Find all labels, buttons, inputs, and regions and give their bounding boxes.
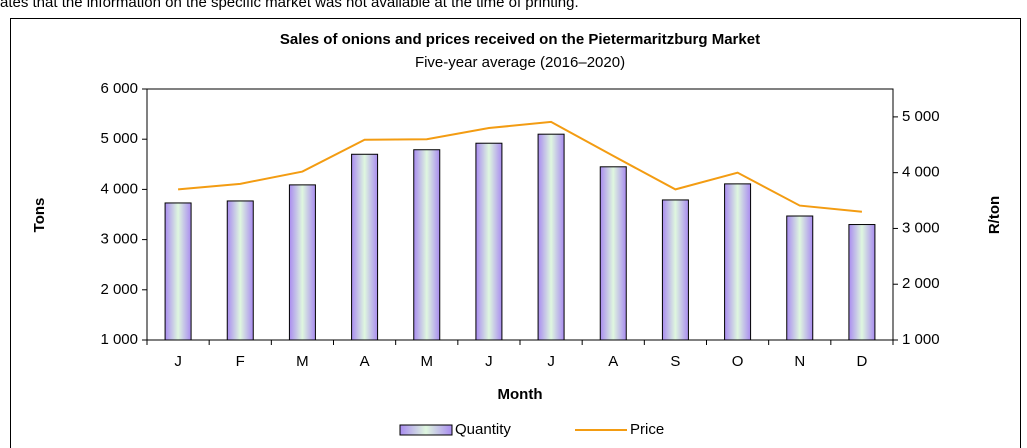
legend-swatch: [399, 424, 453, 436]
x-tick-label: F: [236, 353, 245, 370]
bar: [599, 166, 627, 341]
y-tick-label: 2 000: [100, 281, 138, 298]
bar: [288, 184, 316, 341]
bar: [351, 153, 379, 341]
x-tick-label: M: [296, 353, 309, 370]
x-tick-label: A: [360, 353, 370, 370]
x-tick-label: J: [485, 353, 493, 370]
y-tick-label: 4 000: [100, 180, 138, 197]
chart-frame: [10, 18, 1021, 448]
y-tick-label: 1 000: [100, 331, 138, 348]
y2-tick-label: 5 000: [902, 108, 940, 125]
x-tick-label: J: [547, 353, 555, 370]
y-axis-label: Tons: [31, 198, 48, 233]
legend-label: Quantity: [455, 421, 511, 438]
bar: [786, 215, 814, 341]
x-tick-label: M: [421, 353, 434, 370]
bar: [226, 200, 254, 341]
y-tick-label: 6 000: [100, 80, 138, 97]
x-tick-label: N: [794, 353, 805, 370]
bar: [848, 224, 876, 341]
y-tick-label: 3 000: [100, 231, 138, 248]
y2-axis-label: R/ton: [986, 196, 1003, 234]
bar: [537, 133, 565, 341]
chart-subtitle: Five-year average (2016–2020): [415, 54, 625, 71]
y-tick-label: 5 000: [100, 130, 138, 147]
x-tick-label: D: [856, 353, 867, 370]
x-tick-label: S: [670, 353, 680, 370]
header-text: ates that the information on the specifi…: [0, 0, 579, 11]
price-line: [177, 120, 863, 213]
y2-tick-label: 3 000: [902, 219, 940, 236]
x-tick-label: A: [608, 353, 618, 370]
chart-title: Sales of onions and prices received on t…: [280, 31, 760, 48]
x-tick-label: J: [174, 353, 182, 370]
bar: [661, 199, 689, 341]
bar: [413, 149, 441, 341]
bar: [475, 142, 503, 341]
bar: [164, 202, 192, 341]
y2-tick-label: 4 000: [902, 164, 940, 181]
legend-label: Price: [630, 421, 664, 438]
bar: [724, 183, 752, 341]
y2-tick-label: 1 000: [902, 331, 940, 348]
x-axis-label: Month: [498, 386, 543, 403]
y2-tick-label: 2 000: [902, 275, 940, 292]
x-tick-label: O: [732, 353, 744, 370]
plot-area: [146, 88, 894, 341]
